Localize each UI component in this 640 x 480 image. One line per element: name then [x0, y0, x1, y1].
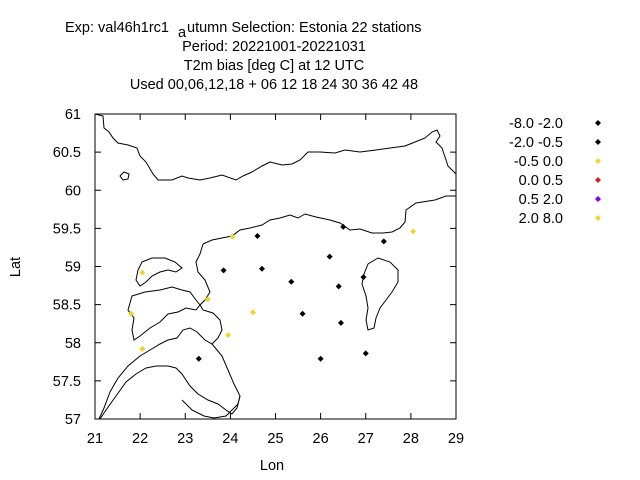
legend-marker — [595, 215, 601, 221]
estonia-west-coast — [98, 243, 223, 420]
station-point — [139, 269, 146, 276]
x-tick-label: 24 — [222, 431, 238, 447]
x-tick-label: 28 — [403, 431, 419, 447]
kurzeme-coast — [181, 395, 241, 419]
estonia-north-coast — [202, 195, 456, 245]
island-small — [119, 171, 130, 181]
station-point — [326, 253, 333, 260]
legend-marker — [595, 120, 601, 126]
station-point — [128, 310, 135, 317]
plot-frame — [94, 113, 457, 420]
finland-coast — [94, 113, 457, 181]
station-point — [337, 319, 344, 326]
y-axis-label: Lat — [8, 257, 24, 277]
chart-title: Exp: val46h1rc1 a utumn Selection: Eston… — [65, 20, 422, 93]
lake-peipus — [361, 257, 399, 331]
x-tick-label: 26 — [313, 431, 329, 447]
y-tick-label: 58 — [65, 336, 81, 352]
title-line-1-subscript: a — [178, 25, 187, 41]
station-point — [410, 228, 417, 235]
station-point — [220, 267, 227, 274]
hiiumaa-island — [135, 257, 183, 287]
legend-marker — [595, 196, 601, 202]
y-tick-label: 59.5 — [53, 221, 81, 237]
title-line-2: Period: 20221001-20221031 — [182, 39, 366, 55]
station-point — [139, 345, 146, 352]
station-point — [249, 309, 256, 316]
title-line-1-prefix: Exp: val46h1rc1 — [65, 20, 169, 36]
station-point — [258, 265, 265, 272]
legend-marker — [595, 177, 601, 183]
legend-label: -8.0 -2.0 — [509, 116, 563, 132]
legend-label: 0.0 0.5 — [519, 173, 563, 189]
y-tick-label: 60 — [65, 183, 81, 199]
x-axis: 21 22 23 24 25 26 27 28 29 — [87, 114, 464, 447]
x-tick-label: 27 — [358, 431, 374, 447]
station-point — [340, 223, 347, 230]
y-tick-label: 59 — [65, 260, 81, 276]
station-point — [204, 296, 211, 303]
saaremaa-island — [127, 286, 201, 341]
legend-label: 0.5 2.0 — [519, 192, 563, 208]
station-point — [254, 233, 261, 239]
station-markers — [128, 223, 417, 362]
station-point — [225, 332, 232, 339]
station-point — [317, 355, 324, 362]
y-tick-label: 61 — [65, 107, 81, 123]
coastline-map — [94, 113, 457, 420]
title-line-1-rest: utumn Selection: Estonia 22 stations — [187, 20, 422, 36]
legend-label: -2.0 -0.5 — [509, 135, 563, 151]
y-tick-label: 57 — [65, 412, 81, 428]
station-point — [299, 310, 306, 317]
y-tick-label: 60.5 — [53, 145, 81, 161]
x-tick-label: 22 — [132, 431, 148, 447]
x-tick-label: 23 — [177, 431, 193, 447]
station-point — [335, 283, 342, 290]
station-point — [380, 238, 387, 245]
title-line-3: T2m bias [deg C] at 12 UTC — [184, 58, 365, 74]
legend-marker — [595, 158, 601, 164]
legend-marker — [595, 139, 601, 145]
x-tick-label: 29 — [448, 431, 464, 447]
station-point — [362, 350, 369, 357]
x-tick-label: 21 — [87, 431, 103, 447]
x-tick-label: 25 — [267, 431, 283, 447]
y-axis: 57 57.5 58 58.5 59 59.5 60 60.5 61 — [53, 107, 456, 428]
legend-label: -0.5 0.0 — [514, 154, 563, 170]
station-point — [229, 233, 236, 240]
x-axis-label: Lon — [260, 458, 284, 474]
station-point — [360, 274, 367, 281]
y-tick-label: 57.5 — [53, 374, 81, 390]
legend-label: 2.0 8.0 — [519, 211, 563, 227]
title-line-4: Used 00,06,12,18 + 06 12 18 24 30 36 42 … — [130, 77, 418, 93]
station-point — [288, 278, 295, 285]
station-point — [195, 355, 202, 362]
legend: -8.0 -2.0 -2.0 -0.5 -0.5 0.0 0.0 0.5 0.5 2.0… — [509, 116, 601, 227]
gulf-of-riga-south — [99, 343, 241, 420]
y-tick-label: 58.5 — [53, 298, 81, 314]
